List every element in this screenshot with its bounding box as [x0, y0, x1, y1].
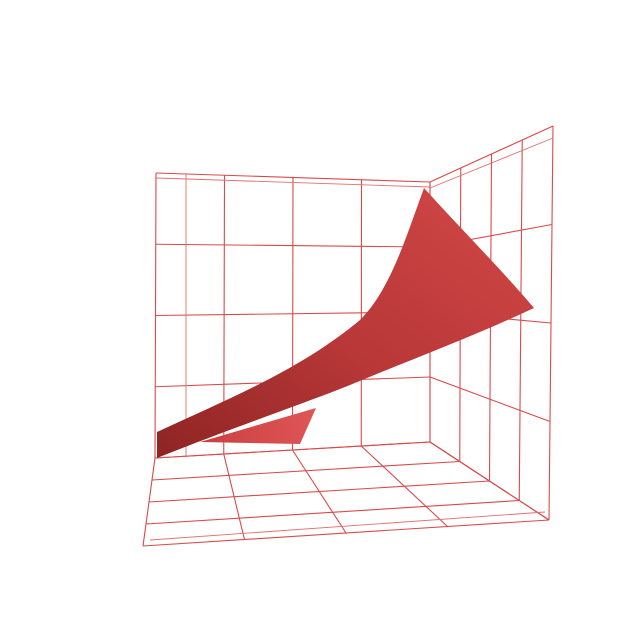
side-wall-line-v0	[429, 125, 554, 183]
surface-mesh	[157, 188, 534, 458]
floor-line-front2	[149, 511, 546, 541]
back-wall-line-top2	[155, 177, 431, 188]
surface-underside	[200, 408, 316, 444]
floor-grid	[142, 441, 550, 547]
back-wall-line-v0	[155, 172, 431, 183]
floor-line-v4	[142, 519, 550, 547]
side-wall-line-v3	[429, 376, 551, 423]
back-wall-line-v1	[155, 243, 431, 248]
surface-sheet	[157, 188, 534, 458]
floor-line-v0	[154, 441, 431, 459]
floor-line-v1	[151, 460, 460, 481]
floor-line-v3	[145, 499, 520, 525]
floor-line-v2	[148, 480, 490, 503]
side-wall-line-top2	[429, 137, 554, 189]
